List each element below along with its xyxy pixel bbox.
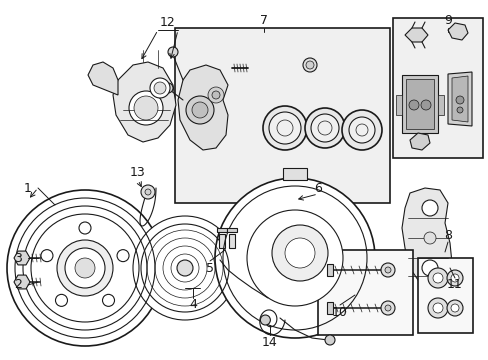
Circle shape: [446, 300, 462, 316]
Circle shape: [134, 96, 158, 120]
Circle shape: [420, 100, 430, 110]
Circle shape: [79, 222, 91, 234]
Circle shape: [305, 108, 345, 148]
Circle shape: [423, 232, 435, 244]
Circle shape: [446, 270, 462, 286]
Polygon shape: [401, 75, 437, 133]
Circle shape: [421, 200, 437, 216]
Circle shape: [55, 294, 67, 306]
Circle shape: [154, 82, 165, 94]
Circle shape: [102, 294, 114, 306]
Polygon shape: [405, 79, 433, 129]
Bar: [317, 250, 412, 335]
Circle shape: [192, 102, 207, 118]
Circle shape: [7, 190, 163, 346]
Circle shape: [450, 304, 458, 312]
Bar: [392, 18, 482, 158]
Bar: [228, 234, 235, 248]
Circle shape: [185, 96, 214, 124]
Circle shape: [285, 238, 314, 268]
Circle shape: [432, 273, 442, 283]
Circle shape: [65, 248, 105, 288]
Circle shape: [57, 240, 113, 296]
Text: 11: 11: [446, 279, 462, 292]
Circle shape: [177, 260, 193, 276]
Bar: [417, 258, 472, 333]
Polygon shape: [409, 133, 429, 150]
Circle shape: [41, 249, 53, 262]
Circle shape: [310, 114, 338, 142]
Circle shape: [168, 47, 178, 57]
Circle shape: [212, 91, 220, 99]
Text: 9: 9: [443, 14, 451, 27]
Circle shape: [117, 249, 129, 262]
Circle shape: [384, 267, 390, 273]
Circle shape: [263, 106, 306, 150]
Polygon shape: [178, 65, 227, 150]
Circle shape: [129, 91, 163, 125]
Text: 4: 4: [189, 298, 197, 311]
Circle shape: [450, 274, 458, 282]
Text: 1: 1: [24, 181, 32, 194]
Polygon shape: [14, 275, 30, 289]
Circle shape: [421, 260, 437, 276]
Circle shape: [303, 58, 316, 72]
Circle shape: [348, 117, 374, 143]
Circle shape: [380, 263, 394, 277]
Polygon shape: [395, 95, 401, 115]
Circle shape: [427, 298, 447, 318]
Text: 10: 10: [331, 306, 347, 319]
Polygon shape: [226, 228, 237, 232]
Text: 7: 7: [260, 14, 267, 27]
Circle shape: [384, 305, 390, 311]
Text: 2: 2: [14, 279, 22, 292]
Polygon shape: [88, 62, 118, 95]
Polygon shape: [404, 28, 427, 42]
Bar: [175, 28, 389, 203]
Polygon shape: [283, 168, 306, 180]
Polygon shape: [401, 188, 451, 288]
Circle shape: [271, 225, 327, 281]
Circle shape: [150, 78, 170, 98]
Circle shape: [145, 189, 151, 195]
Text: 14: 14: [262, 336, 277, 348]
Polygon shape: [447, 23, 467, 40]
Bar: [219, 234, 224, 248]
Circle shape: [341, 110, 381, 150]
Circle shape: [408, 100, 418, 110]
Circle shape: [268, 112, 301, 144]
Polygon shape: [326, 302, 332, 314]
Circle shape: [260, 315, 270, 325]
Text: 3: 3: [14, 252, 22, 265]
Text: 13: 13: [130, 166, 145, 179]
Circle shape: [133, 216, 237, 320]
Circle shape: [207, 87, 224, 103]
Polygon shape: [326, 264, 332, 276]
Polygon shape: [451, 76, 467, 122]
Text: 12: 12: [160, 15, 176, 28]
Polygon shape: [447, 72, 471, 126]
Circle shape: [427, 268, 447, 288]
Circle shape: [305, 61, 313, 69]
Polygon shape: [14, 251, 30, 265]
Polygon shape: [437, 95, 443, 115]
Polygon shape: [217, 228, 226, 232]
Polygon shape: [113, 62, 176, 142]
Text: 6: 6: [313, 181, 321, 194]
Circle shape: [75, 258, 95, 278]
Circle shape: [246, 210, 342, 306]
Circle shape: [141, 185, 155, 199]
Circle shape: [215, 178, 374, 338]
Text: 8: 8: [443, 229, 451, 242]
Text: 5: 5: [205, 261, 214, 274]
Circle shape: [456, 107, 462, 113]
Circle shape: [325, 335, 334, 345]
Circle shape: [455, 96, 463, 104]
Circle shape: [380, 301, 394, 315]
Circle shape: [163, 83, 173, 93]
Circle shape: [432, 303, 442, 313]
